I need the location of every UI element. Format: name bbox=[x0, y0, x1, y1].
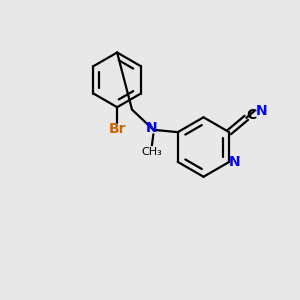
Text: C: C bbox=[246, 109, 256, 122]
Text: CH₃: CH₃ bbox=[142, 147, 162, 157]
Text: N: N bbox=[146, 121, 158, 135]
Text: N: N bbox=[229, 155, 240, 169]
Text: Br: Br bbox=[108, 122, 126, 136]
Text: N: N bbox=[256, 104, 268, 118]
